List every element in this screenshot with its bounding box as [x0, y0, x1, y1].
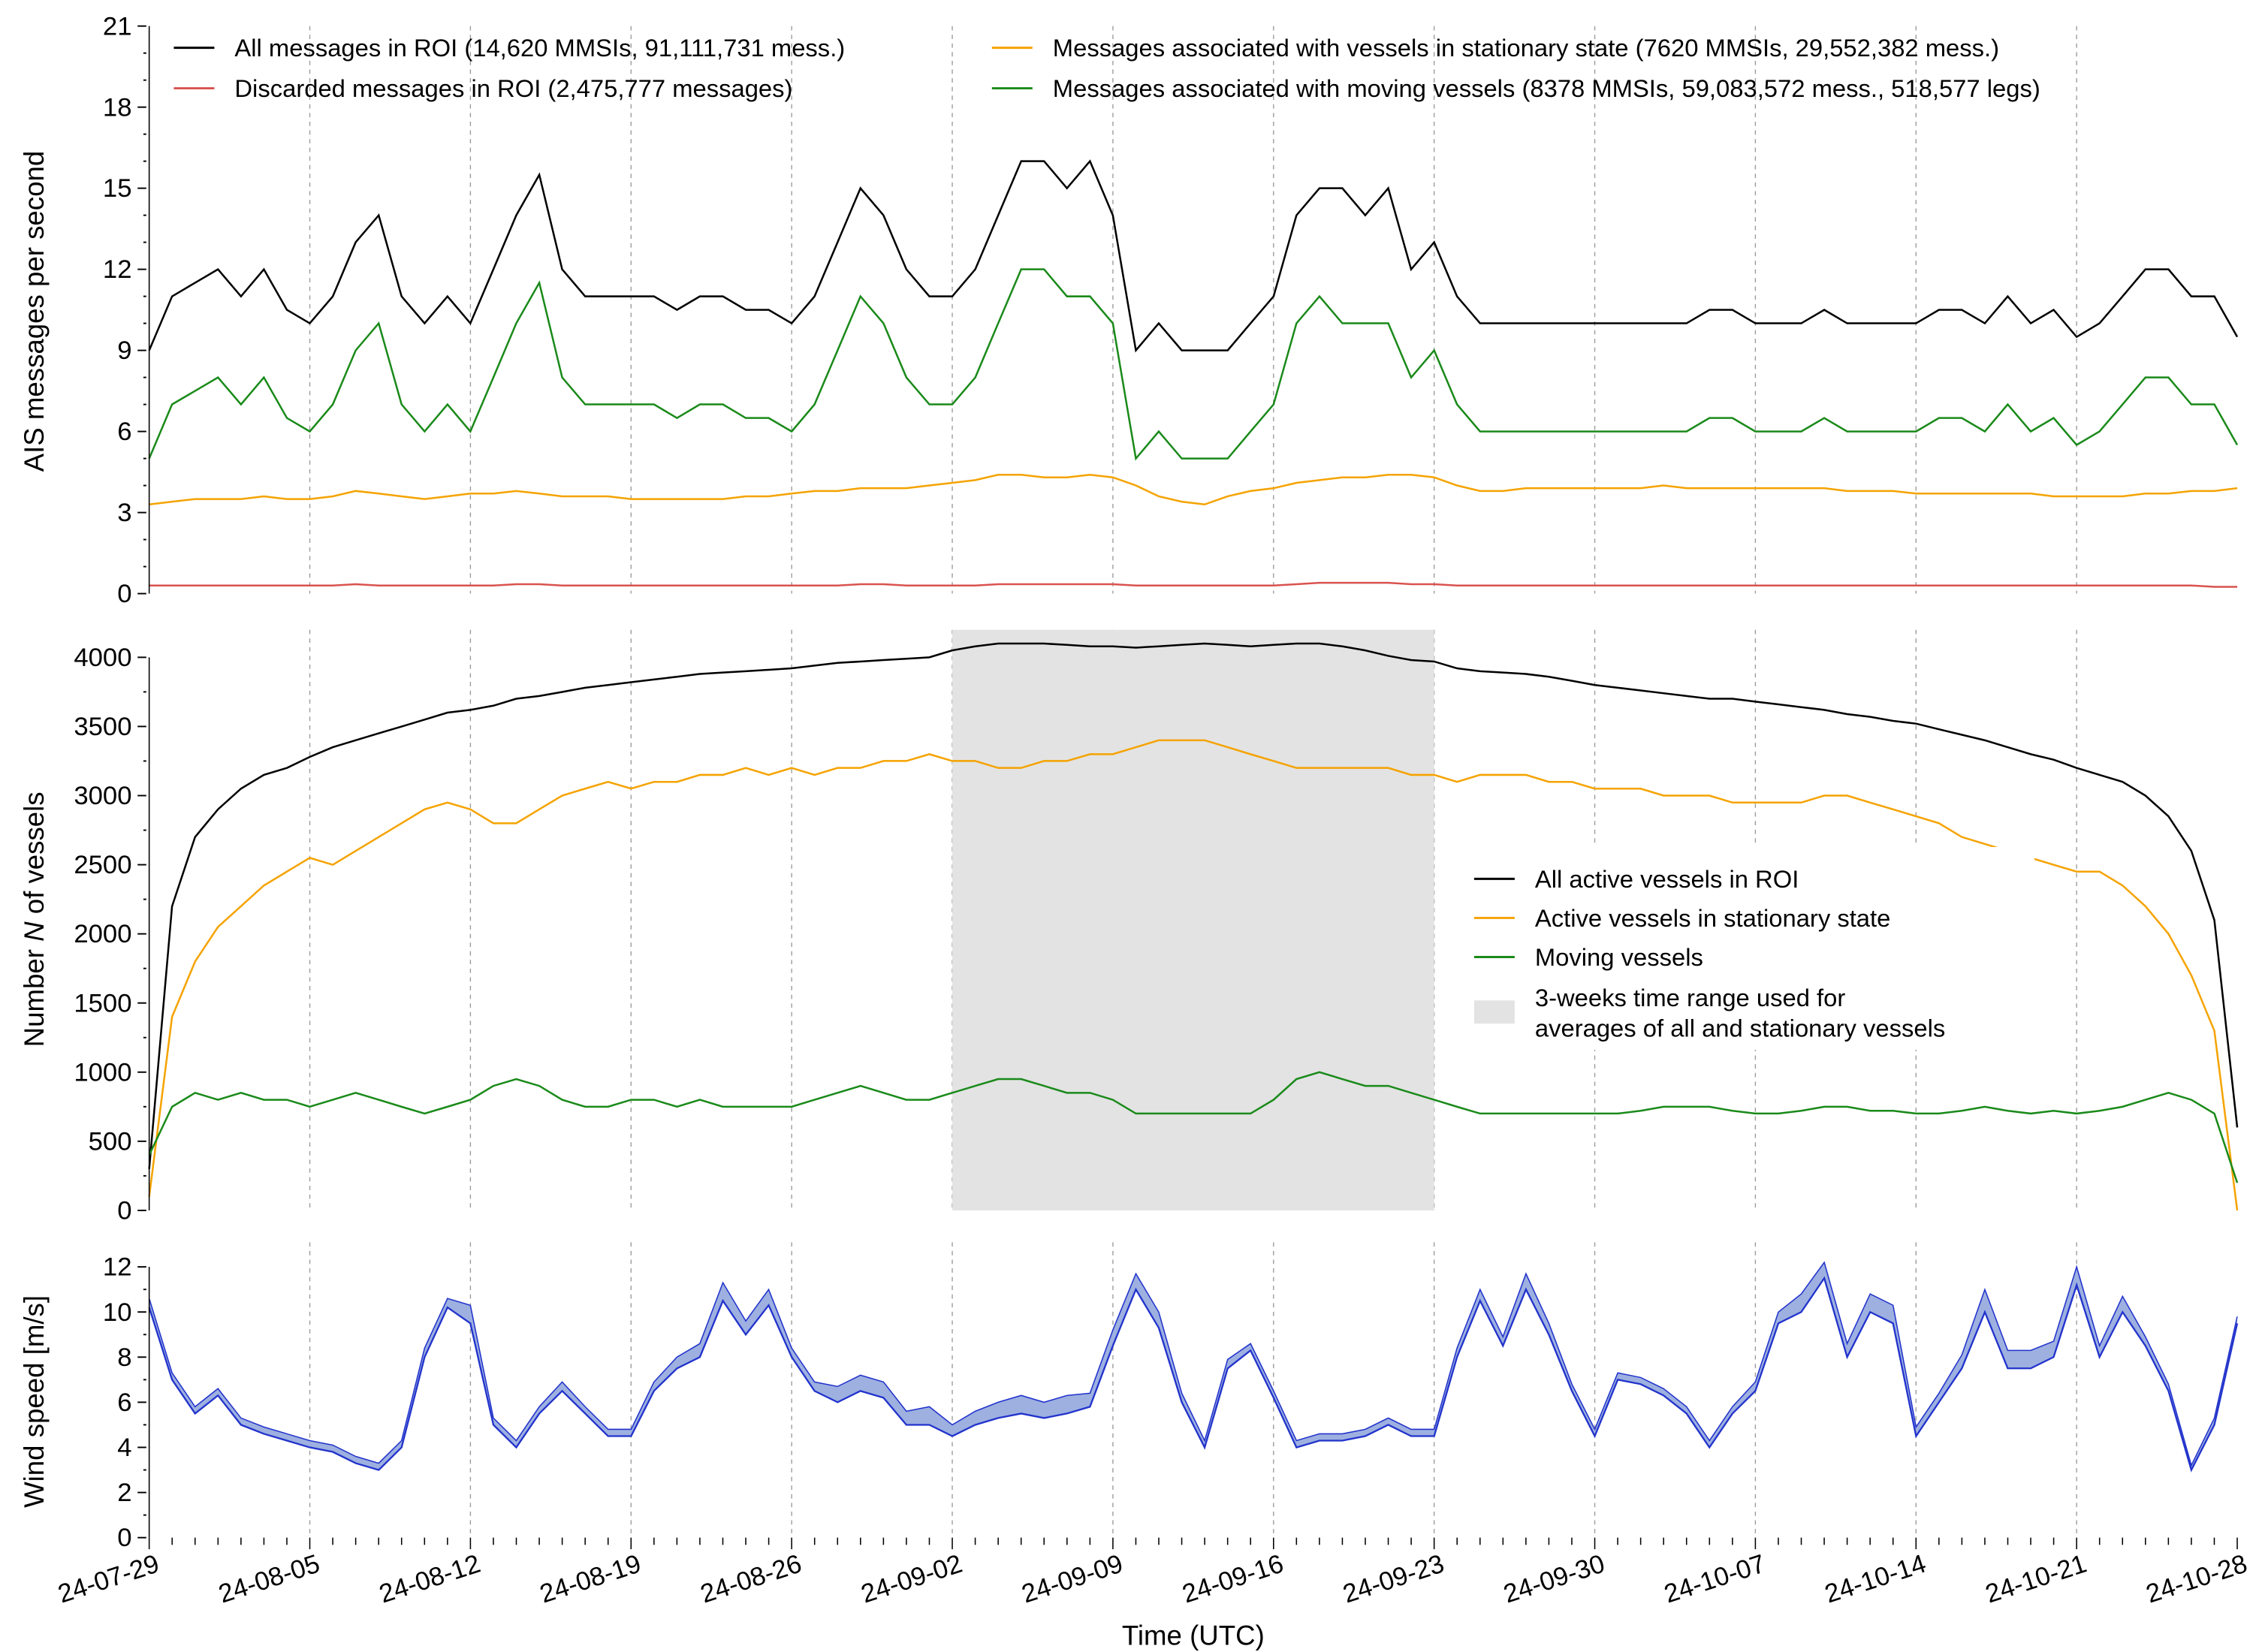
y-tick-label: 10: [103, 1298, 132, 1327]
y-tick-label: 2500: [74, 851, 131, 879]
y-axis-label-messages: AIS messages per second: [19, 151, 50, 472]
legend-entry-shaded-range-line1: 3-weeks time range used for: [1535, 984, 1845, 1011]
x-tick-label: 24-08-12: [375, 1549, 484, 1608]
legend-entry-moving-messages: Messages associated with moving vessels …: [1053, 74, 2040, 102]
series-layer: [148, 159, 2239, 1473]
legend-entry-shaded-range-line2: averages of all and stationary vessels: [1535, 1014, 1945, 1042]
x-tick-label: 24-08-26: [697, 1549, 805, 1608]
wind-speed-line: [148, 1276, 2239, 1473]
y-tick-label: 1000: [74, 1058, 131, 1087]
y-tick-label: 12: [103, 255, 132, 284]
series-line-1-0: [148, 642, 2239, 1169]
y-tick-label: 1500: [74, 989, 131, 1017]
y-tick-label: 0: [117, 580, 131, 608]
x-tick-label: 24-08-05: [216, 1549, 324, 1608]
y-tick-label: 12: [103, 1253, 132, 1282]
y-tick-label: 8: [117, 1343, 131, 1372]
y-tick-label: 3000: [74, 782, 131, 810]
x-tick-label: 24-10-14: [1821, 1549, 1929, 1608]
legend-entry-stationary-messages: Messages associated with vessels in stat…: [1053, 34, 1999, 62]
x-tick-label: 24-10-21: [1982, 1549, 2090, 1608]
shaded-time-range: [952, 629, 1434, 1210]
y-tick-label: 0: [117, 1196, 131, 1225]
series-line-0-0: [148, 159, 2239, 353]
y-tick-label: 21: [103, 12, 132, 41]
y-tick-label: 6: [117, 1388, 131, 1417]
y-tick-label: 2000: [74, 920, 131, 948]
legend-vessels: All active vessels in ROI Active vessels…: [1455, 846, 2035, 1050]
x-tick-label: 24-09-23: [1340, 1549, 1448, 1608]
legend-entry-stationary-vessels: Active vessels in stationary state: [1535, 904, 1891, 932]
y-tick-label: 0: [117, 1524, 131, 1552]
y-axis-label-wind: Wind speed [m/s]: [19, 1295, 50, 1508]
series-line-0-3: [148, 268, 2239, 461]
y-tick-label: 15: [103, 174, 132, 203]
y-tick-label: 4: [117, 1433, 131, 1462]
series-line-0-2: [149, 473, 2238, 506]
y-tick-label: 9: [117, 336, 131, 365]
y-tick-label: 500: [89, 1127, 132, 1156]
x-axis-label: Time (UTC): [1122, 1620, 1265, 1650]
x-tick-label: 24-10-07: [1660, 1549, 1769, 1608]
series-line-0-1: [149, 581, 2238, 588]
y-axis-label-vessels: Number N of vessels: [19, 791, 50, 1047]
wind-speed-upper-line: [148, 1261, 2238, 1467]
x-tick-label: 24-10-28: [2143, 1549, 2251, 1608]
x-tick-label: 24-07-29: [55, 1549, 163, 1608]
x-tick-label: 24-09-16: [1179, 1549, 1287, 1608]
legend-messages: All messages in ROI (14,620 MMSIs, 91,11…: [173, 34, 2040, 102]
series-line-1-2: [148, 1071, 2239, 1183]
x-tick-label: 24-09-09: [1018, 1549, 1126, 1608]
x-tick-label: 24-09-02: [858, 1549, 966, 1608]
series-line-1-1: [148, 739, 2239, 1211]
y-tick-label: 3500: [74, 713, 131, 741]
y-tick-label: 3: [117, 499, 131, 527]
x-tick-label: 24-08-19: [536, 1549, 644, 1608]
y-tick-label: 18: [103, 93, 132, 122]
y-tick-label: 2: [117, 1479, 131, 1507]
x-tick-label: 24-09-30: [1500, 1549, 1609, 1608]
legend-entry-moving-vessels: Moving vessels: [1535, 943, 1703, 971]
legend-entry-all-messages: All messages in ROI (14,620 MMSIs, 91,11…: [234, 34, 845, 62]
wind-speed-band: [149, 1262, 2238, 1470]
y-tick-label: 4000: [74, 644, 131, 672]
legend-entry-discarded: Discarded messages in ROI (2,475,777 mes…: [234, 74, 792, 102]
legend-entry-all-vessels: All active vessels in ROI: [1535, 865, 1799, 893]
y-tick-label: 6: [117, 418, 131, 446]
